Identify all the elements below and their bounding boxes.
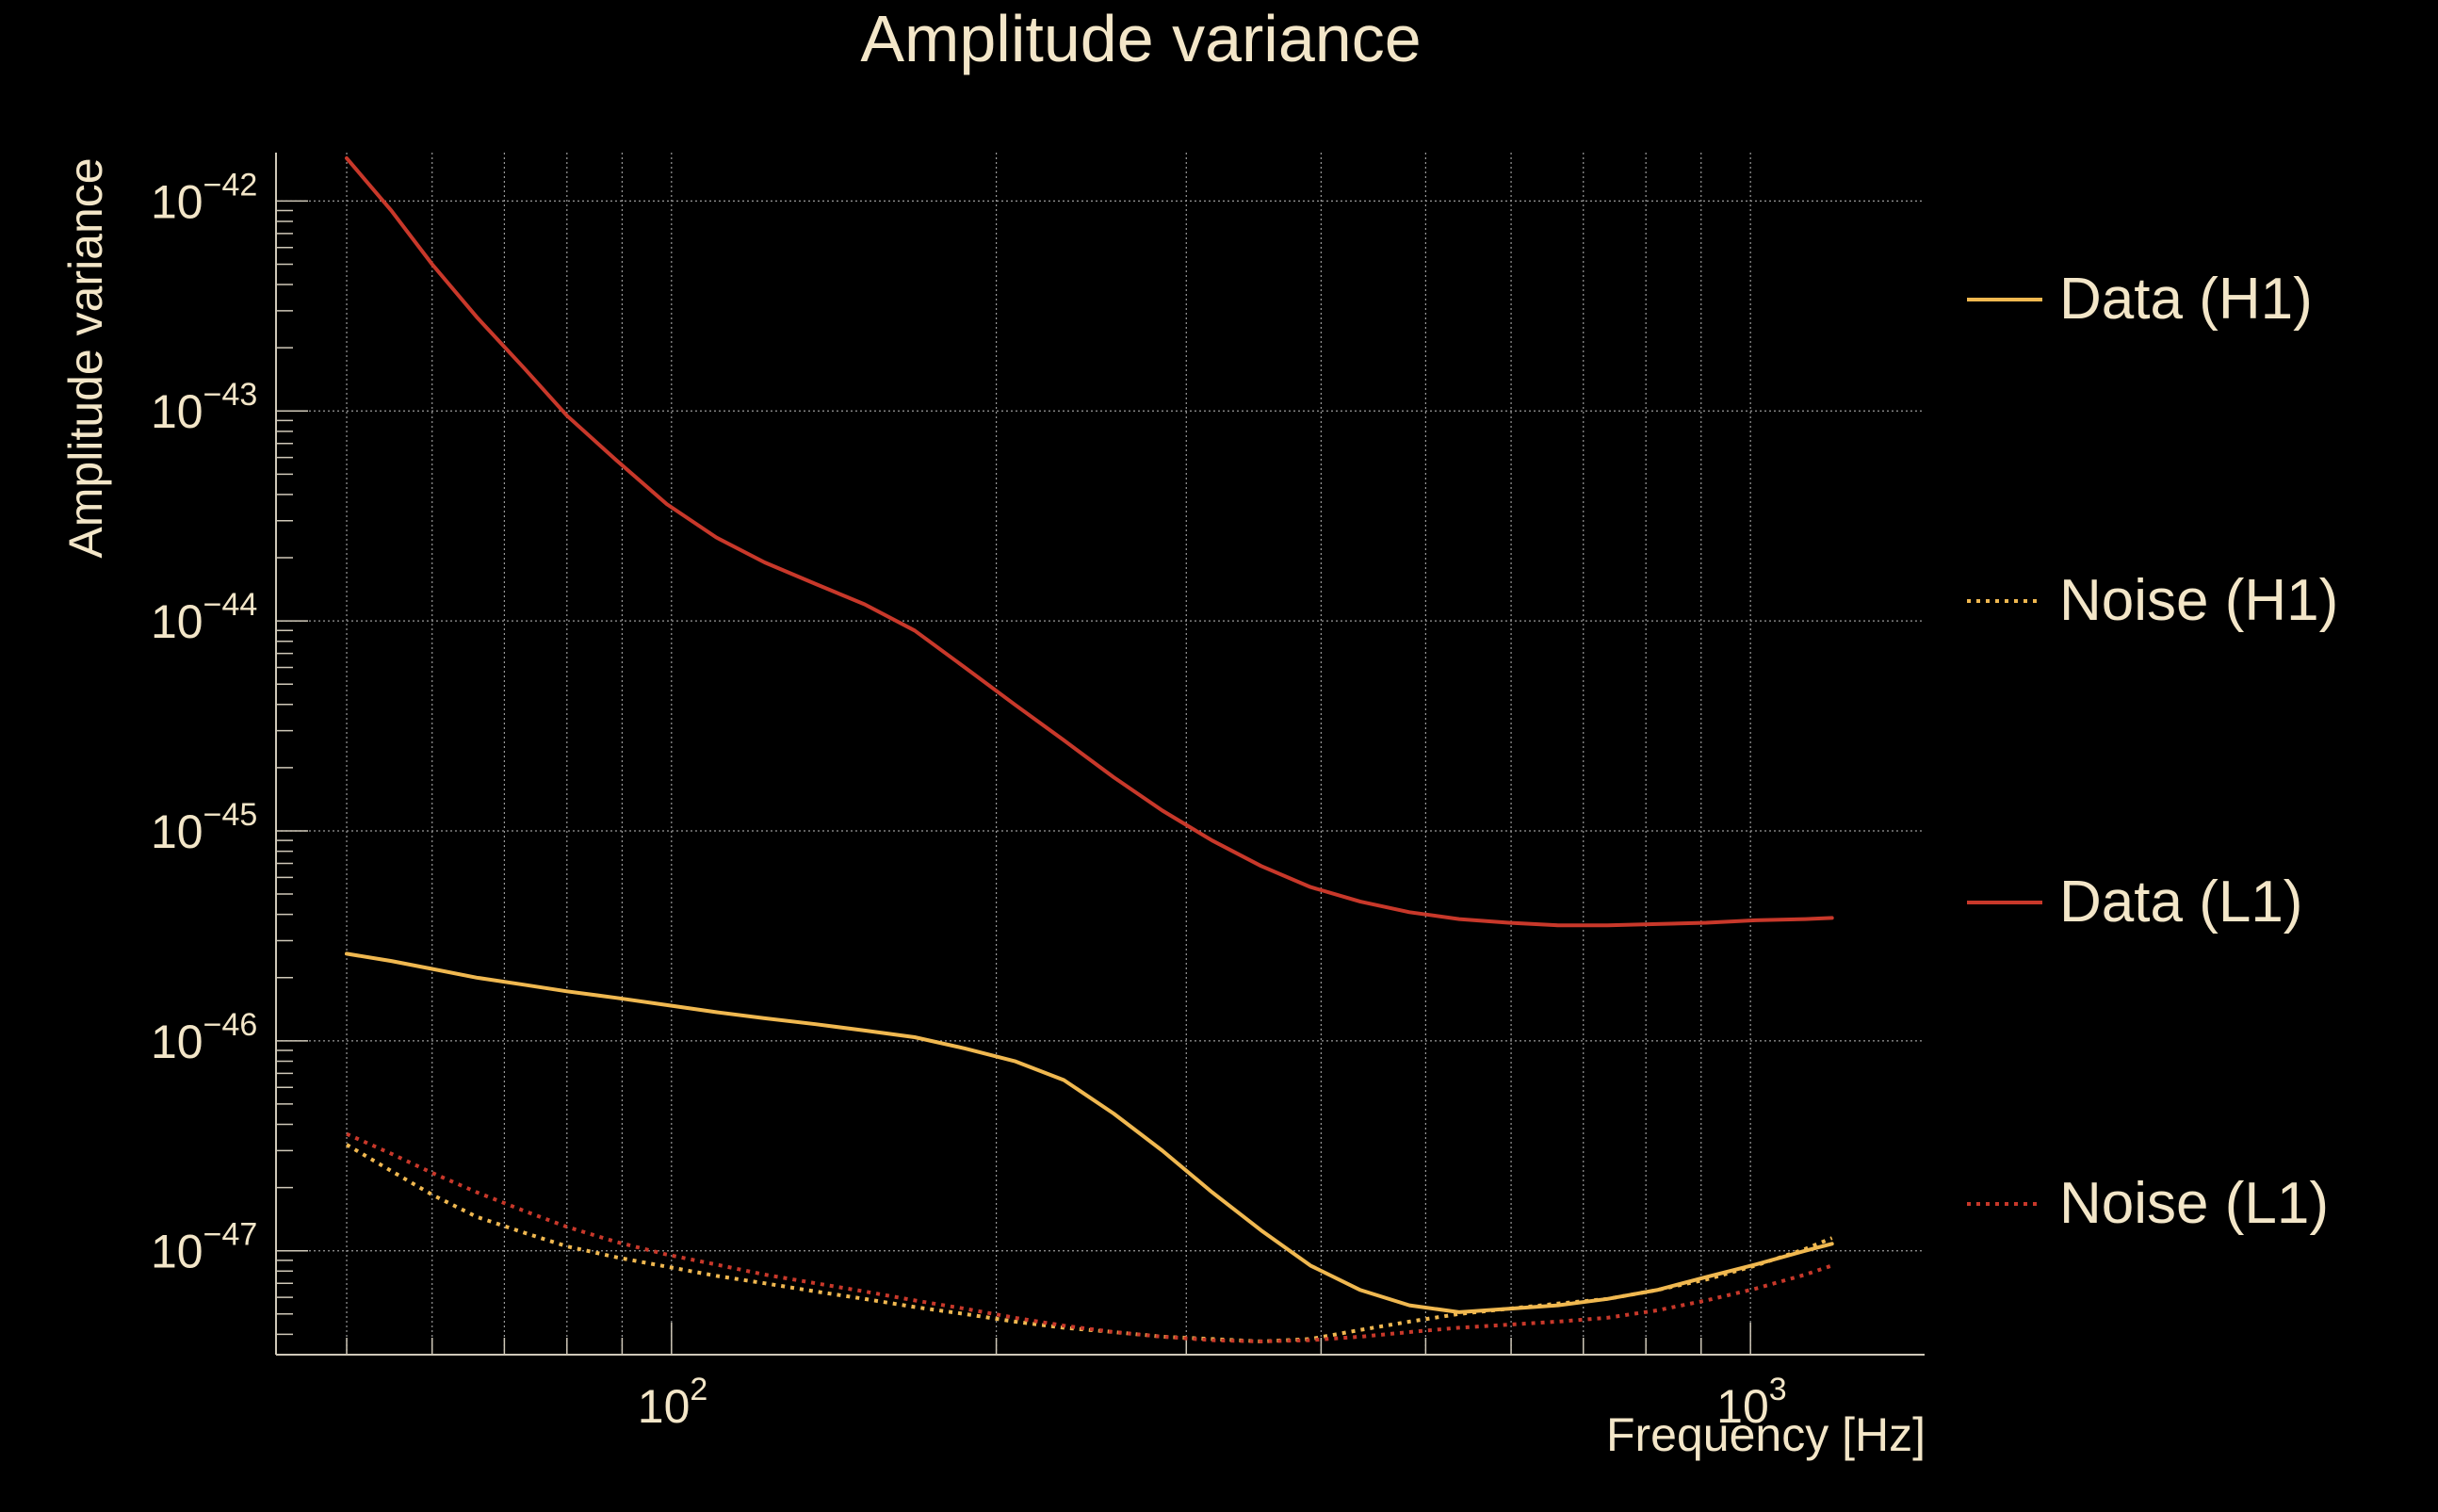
legend: Data (H1) Noise (H1) Data (L1) Noise (L1) [1967,267,2338,1236]
x-tick-label: 102 [638,1372,708,1433]
y-tick-label: 10−43 [151,377,257,438]
legend-label: Noise (L1) [2059,1171,2329,1236]
chart-title: Amplitude variance [860,2,1421,75]
series-line-data-l1 [345,155,1834,928]
series-line-noise-h1 [345,1143,1833,1343]
tick-label-layer: 10−42 10−43 10−44 10−45 10−46 10−47 102 103 [151,167,1787,1433]
x-axis-label: Frequency [Hz] [1606,1408,1926,1461]
y-tick-label: 10−44 [151,587,257,648]
legend-label: Data (H1) [2059,267,2313,332]
series-line-data-h1 [345,951,1834,1314]
axis-layer [275,153,1925,1356]
series-layer [345,155,1834,1343]
grid-layer [276,153,1925,1355]
x-tick-label: 103 [1716,1372,1787,1433]
y-axis-label: Amplitude variance [59,157,112,558]
legend-label: Data (L1) [2059,870,2302,935]
series-line-noise-l1 [346,1131,1833,1343]
y-tick-label: 10−42 [151,167,257,228]
y-tick-label: 10−46 [151,1007,257,1068]
legend-label: Noise (H1) [2059,568,2338,633]
y-tick-label: 10−47 [151,1217,257,1278]
y-tick-label: 10−45 [151,797,257,858]
